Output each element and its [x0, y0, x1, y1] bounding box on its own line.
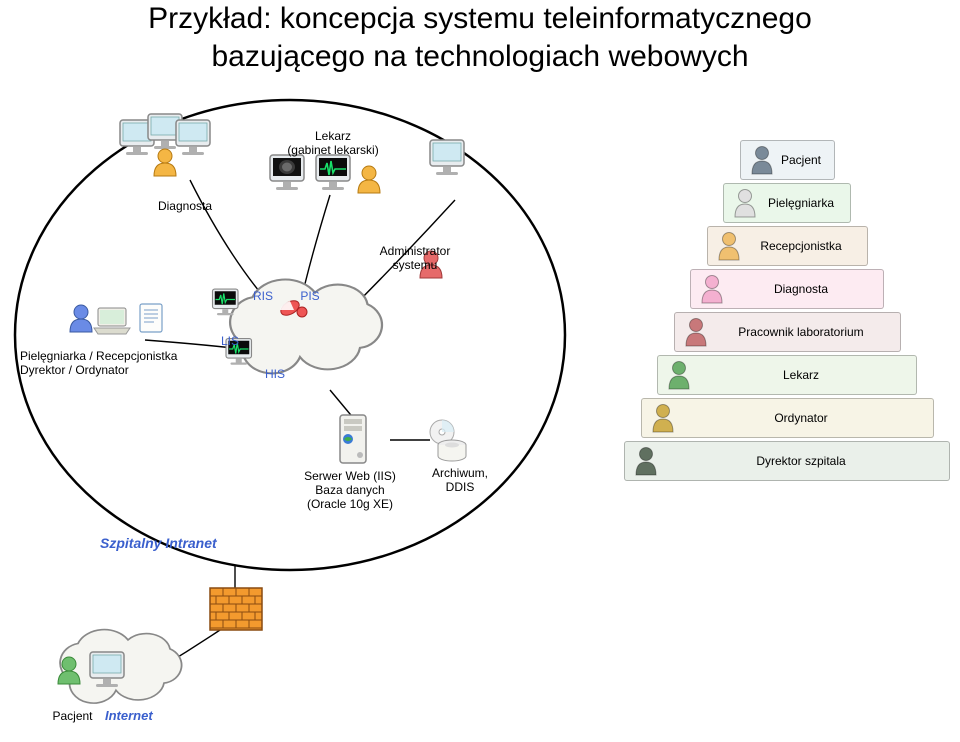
label-pacjent-internet: Pacjent — [45, 710, 100, 724]
label-ris: RIS — [248, 290, 278, 304]
archive-icons — [430, 420, 466, 461]
label-lekarz-gabinet: Lekarz (gabinet lekarski) — [278, 130, 388, 158]
pyramid-tier-label: Diagnosta — [727, 282, 875, 296]
lekarz-gabinet — [270, 155, 380, 193]
label-admin-1: Administrator — [380, 244, 451, 258]
roles-pyramid: Pacjent Pielęgniarka Recepcjonistka Diagnos… — [622, 140, 952, 520]
pyramid-tier: Recepcjonistka — [707, 226, 868, 266]
label-arch-2: DDIS — [446, 480, 475, 494]
internet-cloud — [58, 630, 182, 703]
pyramid-tier-label: Dyrektor szpitala — [661, 454, 941, 468]
person-icon — [747, 145, 777, 175]
label-admin-2: systemu — [393, 258, 438, 272]
label-internet: Internet — [105, 709, 175, 724]
pyramid-tier-label: Recepcjonistka — [744, 239, 859, 253]
person-icon — [697, 274, 727, 304]
diagnosta-workstation — [120, 114, 210, 176]
pyramid-tier-label: Lekarz — [694, 368, 908, 382]
label-lekarz-1: Lekarz — [315, 129, 351, 143]
firewall-icon — [210, 588, 262, 630]
person-icon — [714, 231, 744, 261]
server-icon — [340, 415, 366, 463]
pyramid-tier: Pacjent — [740, 140, 835, 180]
person-icon — [730, 188, 760, 218]
label-his: HIS — [260, 368, 290, 382]
label-nurse-2: Dyrektor / Ordynator — [20, 363, 129, 377]
pyramid-tier: Lekarz — [657, 355, 917, 395]
label-lis: LIS — [215, 335, 245, 349]
terminal-right — [430, 140, 464, 175]
label-intranet: Szpitalny Intranet — [100, 535, 240, 551]
pyramid-tier: Dyrektor szpitala — [624, 441, 950, 481]
pyramid-tier-label: Pracownik laboratorium — [711, 325, 892, 339]
label-administrator: Administrator systemu — [370, 245, 460, 273]
label-lekarz-2: (gabinet lekarski) — [287, 143, 378, 157]
person-icon — [648, 403, 678, 433]
label-pis: PIS — [295, 290, 325, 304]
stage: Przykład: koncepcja systemu teleinformat… — [0, 0, 960, 742]
pyramid-tier-label: Pacjent — [777, 153, 826, 167]
label-archiwum: Archiwum, DDIS — [420, 467, 500, 495]
person-icon — [664, 360, 694, 390]
person-icon — [681, 317, 711, 347]
label-server-1: Serwer Web (IIS) — [304, 469, 396, 483]
label-server-2: Baza danych — [315, 483, 384, 497]
pyramid-tier: Pracownik laboratorium — [674, 312, 901, 352]
label-pielegniarka-rec: Pielęgniarka / Recepcjonistka Dyrektor /… — [20, 350, 200, 378]
label-diagnosta: Diagnosta — [150, 200, 220, 214]
label-server-3: (Oracle 10g XE) — [307, 497, 393, 511]
label-nurse-1: Pielęgniarka / Recepcjonistka — [20, 349, 177, 363]
pielegniarka-workstation — [70, 304, 162, 334]
person-icon — [631, 446, 661, 476]
pyramid-tier: Ordynator — [641, 398, 934, 438]
pyramid-tier-label: Pielęgniarka — [760, 196, 842, 210]
label-arch-1: Archiwum, — [432, 466, 488, 480]
pyramid-tier-label: Ordynator — [678, 411, 925, 425]
label-server: Serwer Web (IIS) Baza danych (Oracle 10g… — [290, 470, 410, 511]
pyramid-tier: Pielęgniarka — [723, 183, 851, 223]
pyramid-tier: Diagnosta — [690, 269, 884, 309]
